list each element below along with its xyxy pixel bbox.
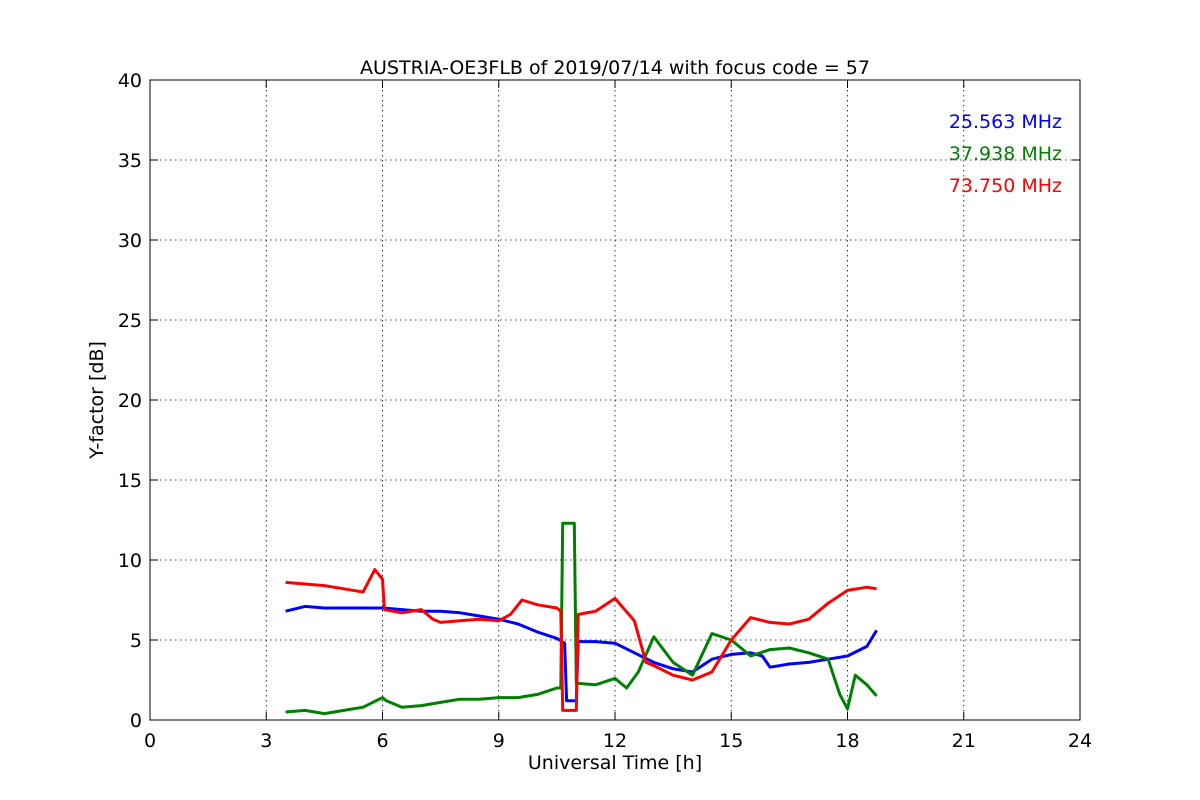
x-axis-title: Universal Time [h] — [528, 752, 702, 774]
y-tick-label: 35 — [118, 150, 142, 172]
y-tick-label: 0 — [130, 710, 142, 732]
y-tick-labels: 0 5 10 15 20 25 30 35 40 — [118, 70, 142, 732]
y-axis-title: Y-factor [dB] — [86, 341, 108, 460]
y-tick-label: 10 — [118, 550, 142, 572]
x-tick-label: 3 — [260, 730, 272, 752]
ticks — [149, 79, 1081, 721]
legend-entry-25-563-mhz: 25.563 MHz — [949, 111, 1062, 133]
series-line-73-750-mhz — [285, 568, 877, 712]
y-tick-label: 5 — [130, 630, 142, 652]
legend: 25.563 MHz 37.938 MHz 73.750 MHz — [949, 111, 1062, 197]
x-tick-label: 0 — [144, 730, 156, 752]
y-tick-label: 25 — [118, 310, 142, 332]
x-tick-label: 24 — [1068, 730, 1092, 752]
x-tick-label: 9 — [493, 730, 505, 752]
x-tick-label: 15 — [719, 730, 743, 752]
series-layer — [285, 521, 878, 716]
x-tick-label: 6 — [376, 730, 388, 752]
y-tick-label: 15 — [118, 470, 142, 492]
y-tick-label: 20 — [118, 390, 142, 412]
x-tick-label: 12 — [603, 730, 627, 752]
legend-entry-73-750-mhz: 73.750 MHz — [949, 175, 1062, 197]
x-tick-label: 18 — [835, 730, 859, 752]
y-tick-label: 30 — [118, 230, 142, 252]
chart-title: AUSTRIA-OE3FLB of 2019/07/14 with focus … — [360, 57, 870, 79]
legend-entry-37-938-mhz: 37.938 MHz — [949, 143, 1062, 165]
y-tick-label: 40 — [118, 70, 142, 92]
x-tick-label: 21 — [952, 730, 976, 752]
x-tick-labels: 0 3 6 9 12 15 18 21 24 — [144, 730, 1092, 752]
grid — [150, 80, 1080, 720]
